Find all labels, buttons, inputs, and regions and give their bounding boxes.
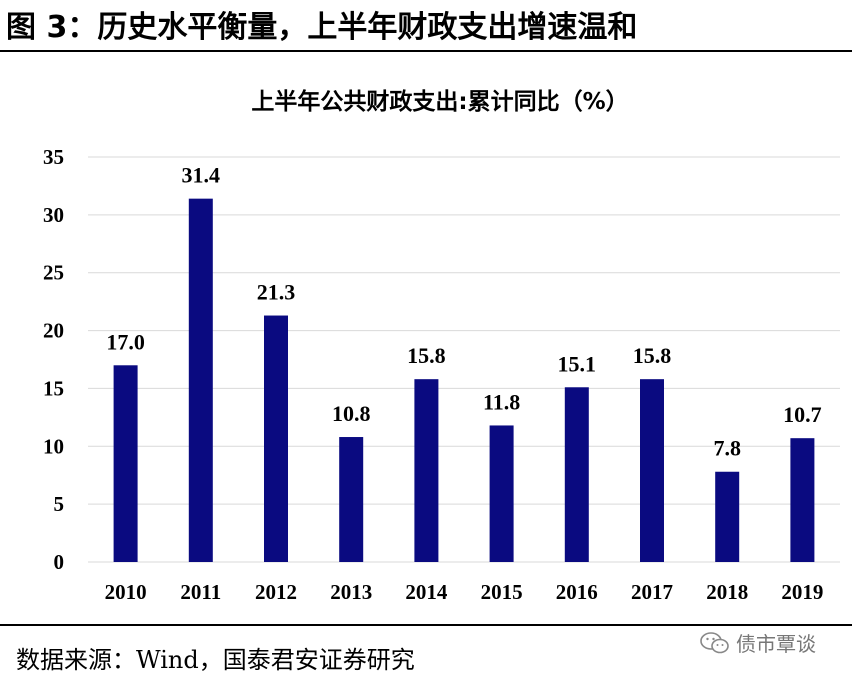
bar-2011	[188, 198, 213, 562]
bar-2015	[489, 425, 514, 562]
bar-2012	[264, 315, 288, 562]
data-label: 15.8	[633, 343, 672, 368]
data-label: 10.7	[783, 402, 822, 427]
watermark: 债市覃谈	[700, 628, 816, 657]
x-tick-label: 2018	[706, 580, 748, 604]
bar-2013	[339, 437, 364, 562]
data-labels: 17.0 31.4 21.3 10.8 15.8 11.8 15.1 15.8 7.8 10.7	[106, 163, 821, 461]
data-label: 10.8	[332, 401, 371, 426]
y-tick-label: 25	[43, 261, 64, 285]
x-tick-label: 2014	[405, 580, 448, 604]
x-axis: 2010 2011 2012 2013 2014 2015 2016 2017 2018 2019	[105, 580, 824, 604]
bar-2019	[790, 438, 815, 562]
y-tick-label: 0	[54, 550, 65, 574]
data-label: 21.3	[257, 280, 296, 305]
x-tick-label: 2016	[556, 580, 598, 604]
bar-chart: 上半年公共财政支出:累计同比（%） 0 5 10 15 20 25 30 35 17.0 31.…	[43, 88, 840, 604]
x-tick-label: 2019	[781, 580, 823, 604]
bar-2017	[640, 379, 664, 562]
bar-2016	[564, 387, 589, 562]
bar-2018	[715, 471, 740, 562]
watermark-text: 债市覃谈	[736, 632, 816, 656]
x-tick-label: 2010	[105, 580, 147, 604]
y-tick-label: 30	[43, 203, 64, 227]
bars	[113, 198, 815, 562]
chart-title: 上半年公共财政支出:累计同比（%）	[251, 88, 628, 115]
data-label: 31.4	[182, 163, 221, 188]
data-label: 7.8	[713, 436, 741, 461]
x-tick-label: 2013	[330, 580, 372, 604]
y-axis: 0 5 10 15 20 25 30 35	[43, 145, 64, 574]
x-tick-label: 2015	[481, 580, 523, 604]
x-tick-label: 2011	[180, 580, 221, 604]
data-label: 17.0	[106, 329, 145, 354]
top-rule	[0, 50, 852, 52]
data-label: 15.1	[558, 351, 597, 376]
grid-lines	[88, 156, 840, 563]
y-tick-label: 35	[43, 145, 64, 169]
source-note: 数据来源：Wind，国泰君安证券研究	[16, 646, 415, 674]
figure-title: 图 3：历史水平衡量，上半年财政支出增速温和	[6, 10, 638, 45]
y-tick-label: 10	[43, 434, 64, 458]
y-tick-label: 15	[43, 376, 64, 400]
y-tick-label: 20	[43, 319, 64, 343]
data-label: 11.8	[483, 389, 520, 414]
bar-2014	[414, 379, 439, 562]
wechat-icon	[700, 631, 729, 653]
y-tick-label: 5	[54, 492, 65, 516]
bar-2010	[113, 365, 138, 562]
x-tick-label: 2012	[255, 580, 297, 604]
x-tick-label: 2017	[631, 580, 673, 604]
data-label: 15.8	[407, 343, 446, 368]
bottom-rule	[0, 624, 852, 626]
